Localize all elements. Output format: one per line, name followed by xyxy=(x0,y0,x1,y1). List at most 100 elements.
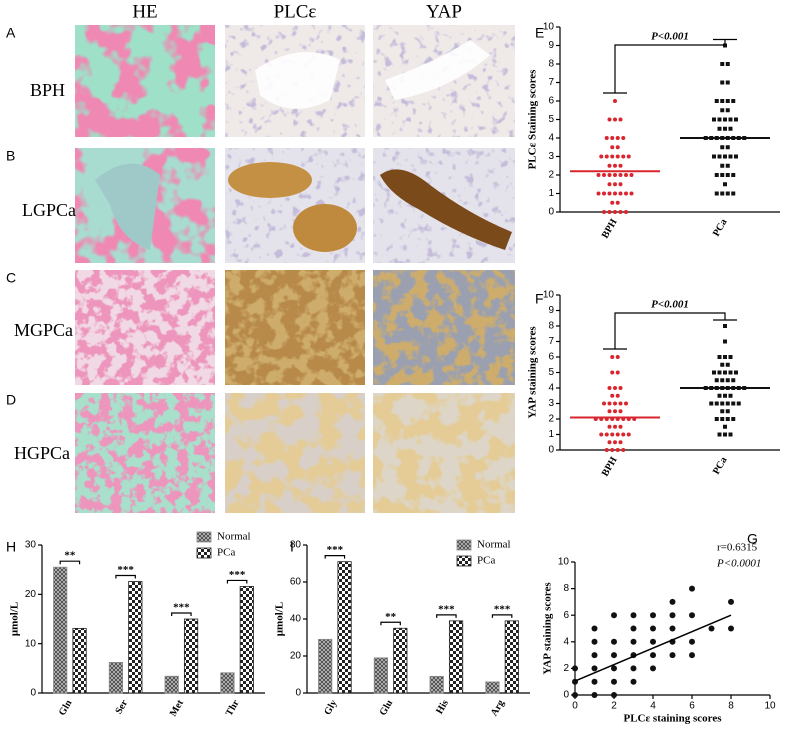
y-axis-label: μmol/L xyxy=(274,602,286,636)
significance-bracket xyxy=(436,614,457,618)
y-tick-label: 6 xyxy=(548,96,554,107)
image-texture xyxy=(75,393,215,513)
data-point xyxy=(624,210,628,214)
bar xyxy=(504,620,519,694)
data-point xyxy=(615,393,620,398)
data-point xyxy=(613,163,617,168)
column-header: HE xyxy=(132,1,157,22)
significance-bracket xyxy=(115,574,136,579)
data-point xyxy=(611,652,617,659)
data-point xyxy=(731,99,736,103)
data-point xyxy=(731,417,736,421)
data-point xyxy=(723,126,727,131)
data-point xyxy=(725,62,730,66)
data-point xyxy=(725,145,730,150)
y-tick-label: 7 xyxy=(548,336,554,347)
x-tick-label: 4 xyxy=(650,701,656,712)
significance-label: ** xyxy=(385,611,397,623)
x-tick-label: Glu xyxy=(378,698,396,718)
bar xyxy=(128,581,143,694)
data-point xyxy=(650,652,656,659)
x-tick-label: 2 xyxy=(611,701,617,712)
data-point xyxy=(712,370,716,375)
x-tick-label: Arg xyxy=(489,698,507,718)
data-point xyxy=(630,612,637,619)
data-point xyxy=(717,393,722,398)
y-tick-label: 6 xyxy=(563,610,569,621)
y-tick-label: 80 xyxy=(290,540,302,551)
significance-label: *** xyxy=(117,564,134,576)
data-point xyxy=(618,409,623,414)
data-point xyxy=(723,432,727,437)
bar xyxy=(429,675,444,694)
x-axis-label: PLCε staining scores xyxy=(623,713,722,725)
data-point xyxy=(618,386,623,390)
image-texture xyxy=(225,393,365,513)
data-point xyxy=(717,355,722,359)
data-point xyxy=(689,652,695,659)
y-tick-label: 5 xyxy=(548,367,554,378)
data-point xyxy=(610,355,615,359)
data-point xyxy=(596,173,601,177)
data-point xyxy=(720,191,725,196)
data-point xyxy=(607,117,612,122)
y-axis-label: YAP staining scores xyxy=(527,326,539,419)
legend-swatch xyxy=(196,547,212,559)
data-point xyxy=(618,173,623,177)
data-point xyxy=(717,154,722,159)
x-tick-label: Gln xyxy=(57,698,75,718)
data-point xyxy=(629,173,634,177)
panel-letter: F xyxy=(535,291,544,307)
data-point xyxy=(720,409,725,414)
data-point xyxy=(607,424,612,429)
y-tick-label: 3 xyxy=(548,398,554,409)
y-tick-label: 60 xyxy=(290,577,302,588)
bar xyxy=(183,618,199,694)
data-point xyxy=(723,324,727,328)
data-point xyxy=(669,652,676,659)
panel-letter: C xyxy=(6,270,16,286)
data-point xyxy=(714,191,719,196)
y-tick-label: 10 xyxy=(543,22,555,33)
significance-label: *** xyxy=(327,544,344,556)
p-value: P<0.001 xyxy=(651,299,689,311)
data-point xyxy=(725,362,730,367)
data-point xyxy=(602,210,606,214)
y-tick-label: 0 xyxy=(548,445,554,456)
data-point xyxy=(615,448,620,452)
image-texture xyxy=(373,393,515,513)
data-point xyxy=(615,432,620,437)
y-tick-label: 2 xyxy=(548,170,554,181)
data-point xyxy=(621,136,626,140)
data-point xyxy=(615,355,620,359)
significance-bracket xyxy=(603,38,737,94)
data-point xyxy=(725,378,730,383)
gland xyxy=(293,204,357,252)
bar xyxy=(239,586,254,694)
data-point xyxy=(630,625,637,632)
significance-bracket xyxy=(324,555,346,559)
data-point xyxy=(613,99,617,103)
data-point xyxy=(615,136,620,140)
data-point xyxy=(720,417,725,421)
data-point xyxy=(731,378,736,383)
legend-label: Normal xyxy=(477,539,511,551)
y-tick-label: 1 xyxy=(548,188,554,199)
data-point xyxy=(720,108,725,113)
data-point xyxy=(720,145,725,150)
data-point xyxy=(607,173,612,177)
bar xyxy=(448,620,464,694)
data-point xyxy=(591,625,598,632)
data-point xyxy=(720,80,725,85)
panel-letter: E xyxy=(535,25,544,41)
bar xyxy=(72,627,87,694)
y-tick-label: 0 xyxy=(30,688,36,699)
column-header: YAP xyxy=(426,1,462,22)
data-point xyxy=(725,191,730,196)
panel-letter: I xyxy=(290,539,294,555)
data-point xyxy=(709,401,714,406)
data-point xyxy=(725,163,730,168)
data-point xyxy=(723,117,727,122)
data-point xyxy=(717,117,722,122)
